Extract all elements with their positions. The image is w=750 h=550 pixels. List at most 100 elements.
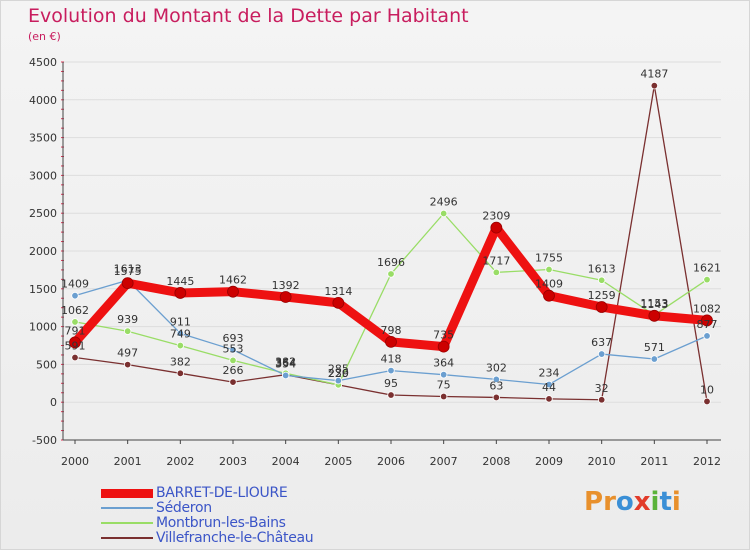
- data-label: 1062: [61, 304, 89, 317]
- legend-label: Villefranche-le-Château: [156, 530, 314, 546]
- legend-label: Montbrun-les-Bains: [156, 515, 286, 531]
- data-point: [545, 380, 553, 389]
- data-point: [71, 291, 79, 300]
- data-label: 911: [170, 315, 191, 328]
- data-label: 302: [486, 361, 507, 374]
- data-point: [437, 340, 450, 353]
- x-tick-label: 2009: [535, 455, 563, 468]
- data-label: 285: [328, 363, 349, 376]
- data-label: 32: [595, 382, 609, 395]
- x-tick-label: 2007: [430, 455, 458, 468]
- data-label: 1621: [693, 262, 721, 275]
- data-label: 1153: [640, 297, 668, 310]
- y-tick-label: 0: [50, 396, 57, 409]
- legend-label: BARRET-DE-LIOURE: [156, 485, 288, 501]
- data-label: 1445: [166, 275, 194, 288]
- data-label: 791: [65, 324, 86, 337]
- data-label: 735: [433, 329, 454, 342]
- data-point: [123, 327, 132, 335]
- logo-letter: t: [659, 487, 672, 517]
- data-point: [703, 332, 711, 340]
- data-label: 364: [433, 357, 454, 370]
- data-label: 4187: [640, 68, 668, 81]
- data-point: [545, 395, 553, 403]
- y-tick-label: 3500: [29, 132, 57, 145]
- data-label: 1613: [588, 262, 616, 275]
- data-label: 1409: [535, 278, 563, 291]
- x-tick-label: 2004: [272, 455, 300, 468]
- logo-letter: o: [615, 487, 634, 517]
- chart-subtitle: (en €): [28, 30, 61, 43]
- data-label: 234: [539, 367, 560, 380]
- data-label: 939: [117, 313, 138, 326]
- data-label: 1314: [324, 285, 352, 298]
- data-point: [229, 378, 237, 386]
- x-tick-label: 2006: [377, 455, 405, 468]
- legend-swatch: [101, 522, 153, 524]
- x-tick-label: 2000: [61, 455, 89, 468]
- data-point: [439, 392, 448, 401]
- data-point: [229, 346, 237, 354]
- data-label: 95: [384, 377, 398, 390]
- data-point: [281, 371, 290, 380]
- x-tick-label: 2005: [324, 455, 352, 468]
- data-label: 229: [328, 367, 349, 380]
- data-label: 382: [170, 355, 191, 368]
- data-point: [385, 335, 397, 348]
- data-label: 382: [275, 355, 296, 368]
- data-label: 266: [223, 364, 244, 377]
- data-point: [650, 355, 659, 363]
- data-point: [595, 301, 608, 313]
- data-label: 693: [223, 332, 244, 345]
- legend-label: Séderon: [156, 500, 212, 516]
- data-label: 1755: [535, 252, 563, 265]
- data-point: [597, 276, 606, 284]
- data-point: [332, 296, 345, 309]
- data-point: [121, 277, 134, 290]
- legend-swatch: [101, 489, 153, 498]
- data-label: 10: [700, 383, 714, 396]
- legend-swatch: [101, 537, 153, 539]
- data-point: [71, 318, 79, 326]
- data-point: [703, 275, 711, 284]
- y-tick-label: -500: [32, 434, 57, 447]
- data-point: [279, 291, 292, 303]
- x-tick-label: 2012: [693, 455, 721, 468]
- data-point: [545, 265, 553, 274]
- data-label: 364: [275, 357, 296, 370]
- data-label: 1462: [219, 274, 247, 287]
- logo-letter: P: [584, 487, 604, 517]
- data-point: [597, 396, 606, 404]
- data-point: [701, 314, 713, 327]
- data-label: 553: [223, 342, 244, 355]
- data-label: 1717: [482, 254, 510, 267]
- data-label: 418: [381, 353, 402, 366]
- legend-swatch: [101, 507, 153, 509]
- data-label: 2309: [482, 210, 510, 223]
- data-label: 2496: [430, 196, 458, 209]
- data-label: 230: [328, 367, 349, 380]
- proxiti-logo: Proxiti: [584, 487, 681, 517]
- data-point: [387, 391, 395, 399]
- data-point: [229, 356, 237, 365]
- x-tick-label: 2011: [640, 455, 668, 468]
- data-point: [439, 370, 448, 379]
- data-point: [176, 369, 185, 378]
- data-point: [543, 289, 555, 302]
- y-tick-label: 2500: [29, 207, 57, 220]
- y-tick-label: 4000: [29, 94, 57, 107]
- data-point: [492, 268, 501, 277]
- chart-title: Evolution du Montant de la Dette par Hab…: [28, 5, 469, 27]
- data-label: 1392: [272, 279, 300, 292]
- x-tick-label: 2010: [588, 455, 616, 468]
- data-point: [492, 375, 501, 384]
- data-label: 44: [542, 381, 556, 394]
- data-label: 63: [489, 379, 503, 392]
- y-tick-label: 1500: [29, 283, 57, 296]
- data-point: [71, 353, 79, 362]
- data-label: 1613: [114, 262, 142, 275]
- data-point: [648, 309, 661, 322]
- data-point: [492, 393, 501, 402]
